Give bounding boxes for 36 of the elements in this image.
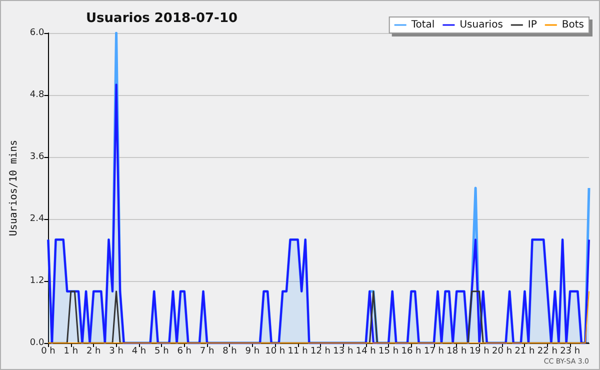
x-tick-label: 21 h	[514, 346, 535, 356]
x-tick-label: 17 h	[424, 346, 444, 356]
x-tick-label: 20 h	[492, 346, 512, 356]
x-tick-label: 10 h	[265, 346, 286, 356]
legend-label: IP	[528, 20, 537, 30]
y-tick-label: 1.2	[30, 276, 44, 286]
chart-title: Usuarios 2018-07-10	[86, 11, 238, 26]
x-tick-label: 22 h	[537, 346, 558, 356]
y-tick-label: 6.0	[30, 28, 44, 38]
x-tick-label: 1 h	[64, 346, 78, 356]
x-tick-label: 11 h	[288, 346, 308, 356]
x-tick-label: 14 h	[356, 346, 376, 356]
legend-label: Bots	[562, 20, 584, 30]
x-tick-label: 4 h	[132, 346, 146, 356]
x-tick-label: 3 h	[109, 346, 124, 356]
x-tick-label: 19 h	[469, 346, 490, 356]
x-tick-label: 2 h	[86, 346, 101, 356]
legend-label: Total	[410, 20, 435, 30]
x-tick-label: 12 h	[310, 346, 331, 356]
y-tick-label: 4.8	[30, 90, 44, 100]
y-tick-label: 0.0	[30, 338, 44, 348]
x-tick-label: 15 h	[378, 346, 399, 356]
x-tick-label: 6 h	[177, 346, 192, 356]
x-tick-label: 13 h	[333, 346, 354, 356]
x-tick-label: 16 h	[401, 346, 422, 356]
y-tick-label: 3.6	[30, 152, 44, 162]
y-tick-label: 2.4	[30, 214, 44, 224]
x-tick-label: 0 h	[41, 346, 56, 356]
x-tick-label: 5 h	[154, 346, 169, 356]
x-tick-label: 18 h	[446, 346, 467, 356]
x-tick-label: 23 h	[560, 346, 580, 356]
x-tick-label: 7 h	[200, 346, 214, 356]
legend-label: Usuarios	[460, 20, 503, 30]
y-axis-title: Usuarios/10 mins	[8, 140, 20, 236]
x-tick-label: 9 h	[245, 346, 260, 356]
x-tick-label: 8 h	[222, 346, 237, 356]
